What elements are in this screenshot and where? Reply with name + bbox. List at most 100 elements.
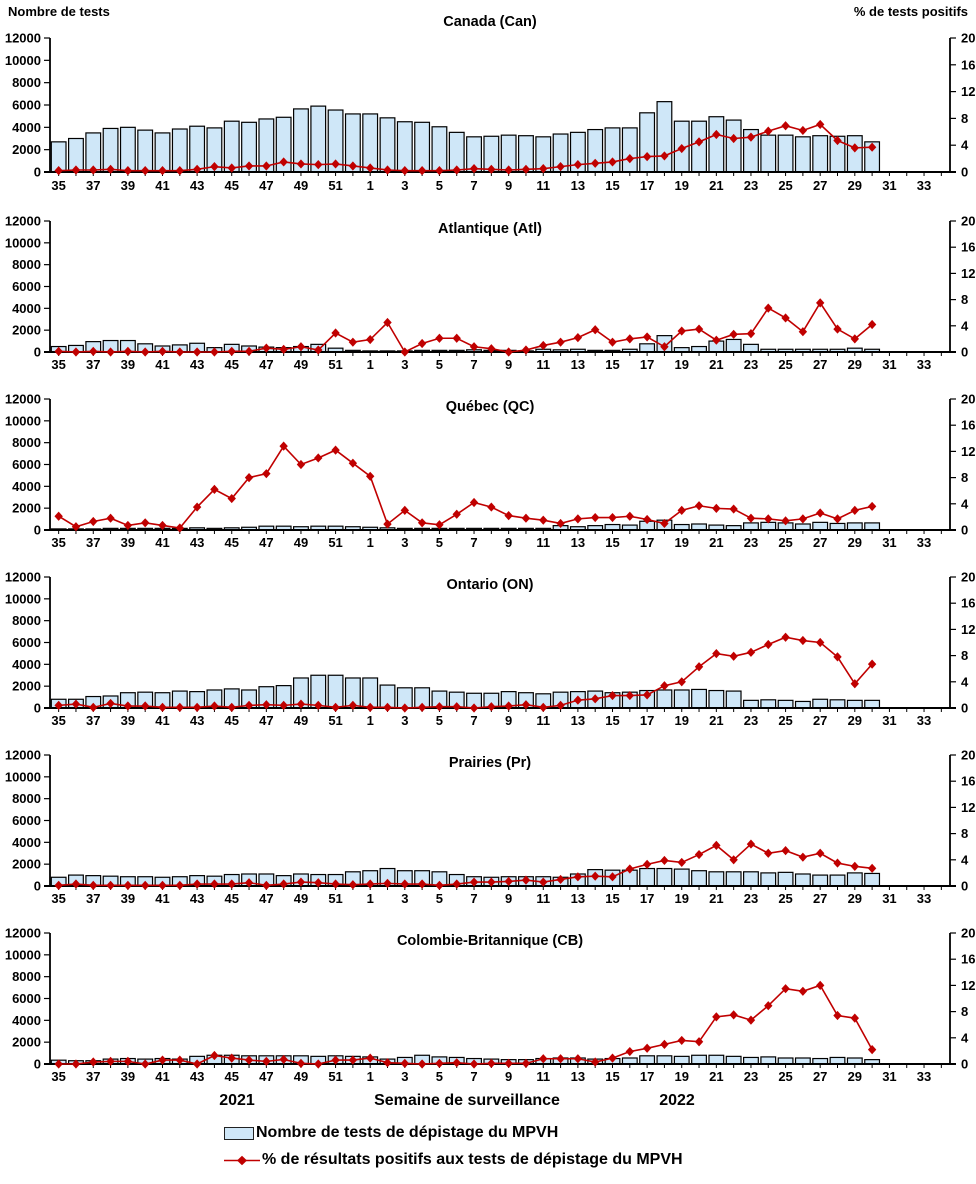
diamond-marker-icon <box>521 345 531 355</box>
left-axis-tick-label: 10000 <box>5 235 41 250</box>
diamond-marker-icon <box>764 514 773 524</box>
right-axis-tick-label: 12 <box>961 622 975 637</box>
diamond-marker-icon <box>435 166 444 176</box>
tests-bar <box>639 343 656 353</box>
x-axis-tick-label: 27 <box>813 535 827 550</box>
x-axis-tick-label: 43 <box>190 535 204 550</box>
diamond-marker-icon <box>850 1013 860 1023</box>
tests-bar <box>743 699 759 709</box>
tests-bar <box>725 1055 742 1065</box>
right-axis-tick-label: 4 <box>961 1030 969 1045</box>
diamond-marker-icon <box>106 1056 115 1066</box>
x-axis-tick-label: 47 <box>259 357 273 372</box>
tests-bars <box>50 101 881 173</box>
positivity-line <box>58 444 873 529</box>
x-axis-tick-label: 25 <box>778 891 792 906</box>
diamond-marker-icon <box>123 166 133 176</box>
x-axis-tick-label: 43 <box>190 713 204 728</box>
x-axis-tick-label: 21 <box>709 713 723 728</box>
year-label-2021: 2021 <box>219 1092 255 1109</box>
x-axis-tick-label: 13 <box>571 713 585 728</box>
x-axis-tick-label: 13 <box>571 891 585 906</box>
left-axis-tick-label: 2000 <box>12 323 41 338</box>
right-axis-tick-label: 4 <box>961 318 969 333</box>
diamond-marker-icon <box>625 1046 635 1057</box>
tests-bar <box>691 120 707 173</box>
diamond-marker-icon <box>833 135 842 146</box>
x-axis-tick-label: 7 <box>470 1069 477 1084</box>
diamond-marker-icon <box>608 512 617 523</box>
diamond-marker-icon <box>815 637 825 648</box>
x-axis-tick-label: 31 <box>882 713 896 728</box>
tests-bar <box>708 116 725 173</box>
diamond-marker-icon <box>590 158 600 168</box>
tests-bar <box>673 1055 690 1065</box>
tests-bar <box>777 134 794 173</box>
diamond-marker-icon <box>729 329 738 339</box>
tests-bar <box>708 871 725 887</box>
diamond-marker-icon <box>660 681 669 691</box>
tests-bar <box>777 871 794 887</box>
chart-panel-can: Canada (Can) Nombre de tests % de tests po… <box>5 4 976 193</box>
diamond-marker-icon <box>314 160 323 170</box>
right-axis-tick-label: 12 <box>961 978 975 993</box>
x-axis-tick-label: 37 <box>86 891 100 906</box>
diamond-marker-icon <box>815 980 825 990</box>
tests-bar <box>760 521 777 531</box>
x-axis-tick-label: 15 <box>605 535 619 550</box>
left-axis-tick-label: 4000 <box>12 479 41 494</box>
x-axis-tick-label: 1 <box>367 357 374 372</box>
x-axis-tick-label: 25 <box>778 357 792 372</box>
diamond-marker-icon <box>642 332 652 342</box>
left-axis-tick-label: 10000 <box>5 591 41 606</box>
diamond-marker-icon <box>383 878 392 888</box>
diamond-marker-icon <box>140 518 150 528</box>
x-axis-tick-label: 3 <box>401 178 408 193</box>
x-axis-tick-label: 23 <box>744 178 758 193</box>
right-axis-tick-label: 12 <box>961 266 975 281</box>
diamond-marker-icon <box>781 632 790 642</box>
left-axis-tick-label: 4000 <box>12 835 41 850</box>
diamond-marker-icon <box>625 511 635 521</box>
left-axis-tick-label: 12000 <box>5 31 41 46</box>
left-axis-tick-label: 8000 <box>12 791 41 806</box>
x-axis-tick-label: 21 <box>709 1069 723 1084</box>
legend-label-tests: Nombre de tests de dépistage du MPVH <box>256 1124 559 1141</box>
diamond-marker-icon <box>192 502 202 512</box>
diamond-marker-icon <box>71 165 81 175</box>
x-axis-tick-label: 41 <box>155 178 169 193</box>
diamond-marker-icon <box>590 871 600 881</box>
diamond-marker-icon <box>867 1044 877 1055</box>
right-axis-tick-label: 0 <box>961 523 968 538</box>
left-axis-tick-label: 0 <box>34 523 41 538</box>
diamond-marker-icon <box>625 334 635 344</box>
x-axis-tick-label: 33 <box>917 1069 931 1084</box>
x-axis-tick-label: 35 <box>51 713 65 728</box>
diamond-marker-icon <box>244 161 254 171</box>
x-axis-tick-label: 39 <box>121 357 135 372</box>
diamond-marker-icon <box>262 343 271 353</box>
right-axis-tick-label: 4 <box>961 674 969 689</box>
diamond-marker-icon <box>556 518 565 529</box>
diamond-marker-icon <box>331 1055 340 1065</box>
tests-bar <box>639 112 656 173</box>
left-axis-tick-label: 2000 <box>12 1035 41 1050</box>
tests-bar <box>673 868 690 887</box>
diamond-marker-icon <box>833 1010 842 1021</box>
left-axis-tick-label: 6000 <box>12 991 41 1006</box>
diamond-marker-icon <box>192 347 202 357</box>
diamond-marker-icon <box>210 347 219 357</box>
tests-bar <box>691 870 707 887</box>
right-axis-tick-label: 12 <box>961 84 975 99</box>
x-axis-tick-label: 45 <box>224 357 238 372</box>
x-axis-tick-label: 51 <box>328 535 342 550</box>
tests-bar <box>171 128 188 173</box>
tests-bar <box>691 1054 707 1065</box>
x-axis-tick-label: 49 <box>294 1069 308 1084</box>
chart-panel-atl: Atlantique (Atl)020004000600080001000012… <box>5 214 976 373</box>
tests-bar <box>639 867 656 887</box>
x-axis-tick-label: 47 <box>259 535 273 550</box>
diamond-marker-icon <box>487 877 496 887</box>
right-axis-tick-label: 20 <box>961 31 975 46</box>
left-axis-tick-label: 12000 <box>5 748 41 763</box>
